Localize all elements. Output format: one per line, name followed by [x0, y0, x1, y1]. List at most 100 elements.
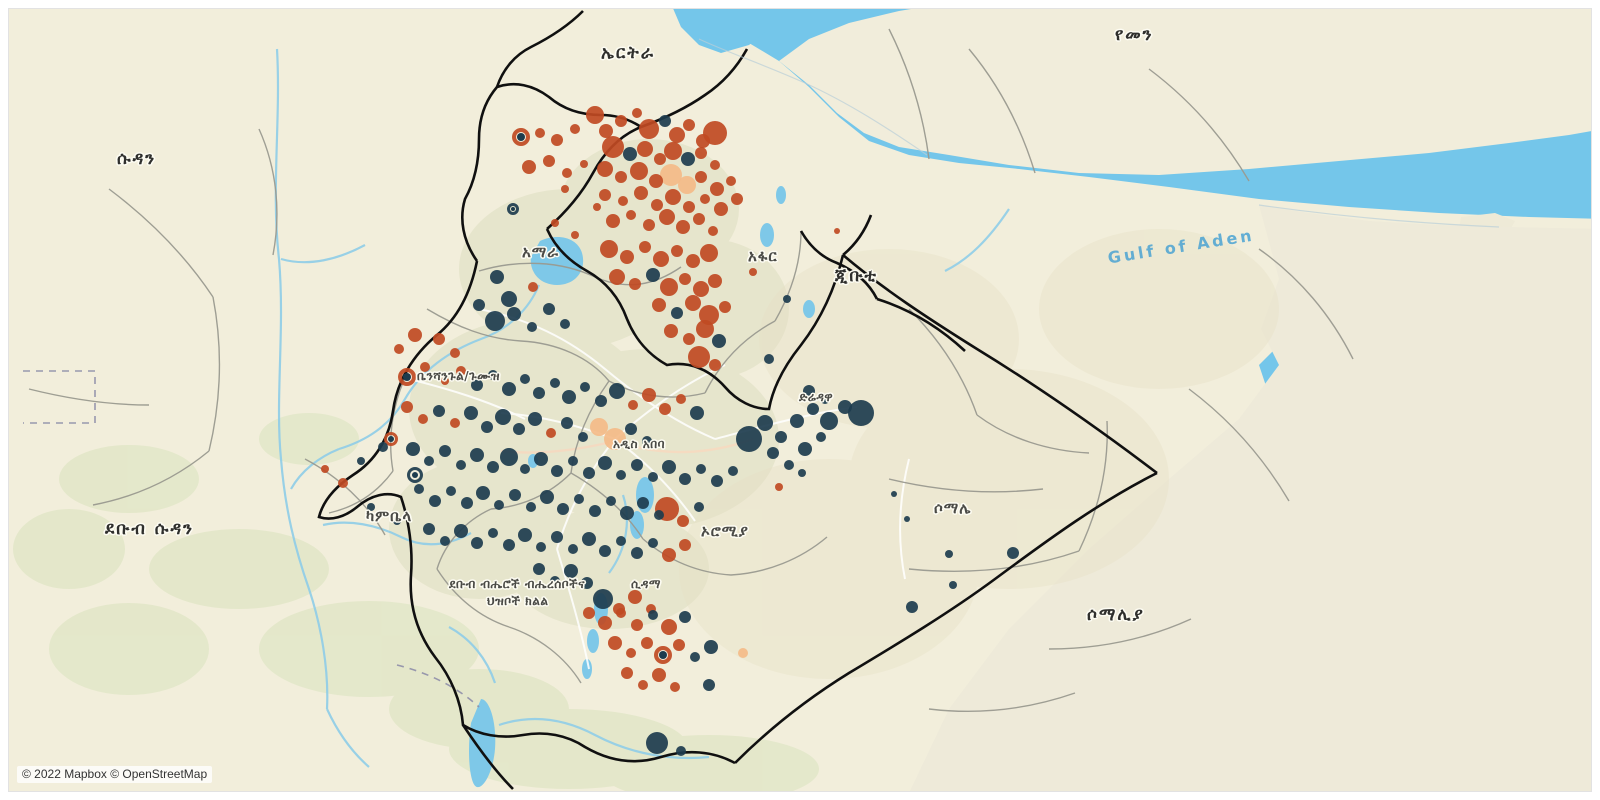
event-marker[interactable]: [471, 537, 483, 549]
event-marker[interactable]: [646, 604, 656, 614]
event-marker[interactable]: [654, 153, 666, 165]
event-marker[interactable]: [679, 273, 691, 285]
event-marker[interactable]: [509, 489, 521, 501]
event-marker[interactable]: [533, 563, 545, 575]
event-marker[interactable]: [494, 500, 504, 510]
event-marker[interactable]: [662, 460, 676, 474]
event-marker[interactable]: [450, 348, 460, 358]
event-marker[interactable]: [595, 395, 607, 407]
event-marker[interactable]: [638, 680, 648, 690]
event-marker[interactable]: [470, 448, 484, 462]
event-marker[interactable]: [686, 254, 700, 268]
event-marker[interactable]: [551, 134, 563, 146]
event-marker[interactable]: [518, 528, 532, 542]
event-marker[interactable]: [600, 240, 618, 258]
event-marker[interactable]: [757, 415, 773, 431]
event-marker[interactable]: [476, 486, 490, 500]
event-marker[interactable]: [637, 497, 649, 509]
event-marker[interactable]: [678, 176, 696, 194]
event-marker[interactable]: [660, 164, 682, 186]
event-marker[interactable]: [690, 652, 700, 662]
event-marker[interactable]: [597, 161, 613, 177]
event-marker[interactable]: [446, 486, 456, 496]
event-marker[interactable]: [535, 128, 545, 138]
event-marker[interactable]: [598, 456, 612, 470]
event-marker[interactable]: [550, 378, 560, 388]
event-marker[interactable]: [738, 648, 748, 658]
event-marker[interactable]: [561, 185, 569, 193]
event-marker[interactable]: [676, 746, 686, 756]
event-marker[interactable]: [620, 506, 634, 520]
event-marker[interactable]: [420, 362, 430, 372]
event-marker[interactable]: [589, 505, 601, 517]
event-marker[interactable]: [495, 409, 511, 425]
event-marker[interactable]: [660, 278, 678, 296]
event-marker[interactable]: [798, 442, 812, 456]
event-marker[interactable]: [807, 403, 819, 415]
event-marker[interactable]: [710, 160, 720, 170]
event-marker[interactable]: [454, 524, 468, 538]
event-marker[interactable]: [673, 639, 685, 651]
event-marker[interactable]: [590, 418, 608, 436]
event-marker[interactable]: [485, 311, 505, 331]
event-marker[interactable]: [639, 241, 651, 253]
event-marker[interactable]: [393, 517, 401, 525]
event-marker[interactable]: [798, 469, 806, 477]
event-marker[interactable]: [338, 478, 348, 488]
event-marker[interactable]: [429, 495, 441, 507]
event-marker[interactable]: [625, 423, 637, 435]
event-marker[interactable]: [775, 431, 787, 443]
event-marker[interactable]: [568, 456, 578, 466]
event-marker[interactable]: [719, 301, 731, 313]
event-marker[interactable]: [671, 245, 683, 257]
event-markers-layer[interactable]: [9, 9, 1591, 791]
event-marker[interactable]: [602, 136, 624, 158]
event-marker[interactable]: [662, 548, 676, 562]
event-marker[interactable]: [488, 528, 498, 538]
event-marker[interactable]: [471, 379, 483, 391]
event-marker[interactable]: [583, 467, 595, 479]
event-marker[interactable]: [527, 322, 537, 332]
event-marker[interactable]: [681, 152, 695, 166]
event-marker[interactable]: [637, 141, 653, 157]
event-marker[interactable]: [580, 160, 588, 168]
event-marker[interactable]: [501, 291, 517, 307]
event-marker[interactable]: [694, 502, 704, 512]
event-marker[interactable]: [696, 464, 706, 474]
event-marker[interactable]: [704, 640, 718, 654]
event-marker[interactable]: [598, 616, 612, 630]
event-marker[interactable]: [557, 503, 569, 515]
event-marker[interactable]: [464, 406, 478, 420]
event-marker[interactable]: [749, 268, 757, 276]
event-marker[interactable]: [551, 219, 559, 227]
event-marker[interactable]: [615, 115, 627, 127]
event-marker[interactable]: [500, 448, 518, 466]
event-marker[interactable]: [646, 732, 668, 754]
event-marker[interactable]: [736, 426, 762, 452]
event-marker[interactable]: [488, 370, 498, 380]
event-marker[interactable]: [679, 473, 691, 485]
event-marker[interactable]: [659, 115, 671, 127]
event-marker[interactable]: [621, 667, 633, 679]
event-marker[interactable]: [571, 231, 579, 239]
event-marker[interactable]: [418, 414, 428, 424]
event-marker[interactable]: [580, 382, 590, 392]
event-marker[interactable]: [648, 610, 658, 620]
event-marker[interactable]: [648, 472, 658, 482]
event-marker[interactable]: [578, 432, 588, 442]
event-marker[interactable]: [490, 270, 504, 284]
event-marker[interactable]: [664, 324, 678, 338]
event-marker[interactable]: [652, 668, 666, 682]
event-marker[interactable]: [357, 457, 365, 465]
event-marker[interactable]: [407, 467, 423, 483]
event-marker[interactable]: [461, 497, 473, 509]
event-marker[interactable]: [623, 147, 637, 161]
event-marker[interactable]: [642, 436, 652, 446]
event-marker[interactable]: [512, 128, 530, 146]
event-marker[interactable]: [683, 333, 695, 345]
event-marker[interactable]: [690, 406, 704, 420]
event-marker[interactable]: [693, 281, 709, 297]
event-marker[interactable]: [693, 213, 705, 225]
event-marker[interactable]: [665, 189, 681, 205]
event-marker[interactable]: [394, 344, 404, 354]
